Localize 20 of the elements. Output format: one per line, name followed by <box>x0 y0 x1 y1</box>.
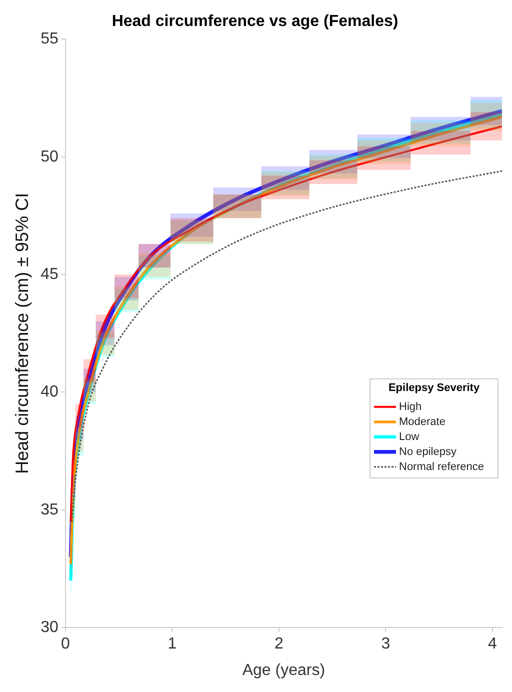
legend-label: Low <box>399 430 420 443</box>
chart-title: Head circumference vs age (Females) <box>112 13 398 30</box>
legend-label: Moderate <box>399 416 446 428</box>
x-axis-title: Age (years) <box>242 662 326 679</box>
legend-title: Epilepsy Severity <box>388 382 480 394</box>
y-tick-label: 40 <box>40 384 58 401</box>
legend-label: Normal reference <box>399 460 484 473</box>
y-tick-label: 50 <box>40 148 58 166</box>
y-tick-label: 45 <box>40 266 58 283</box>
x-tick-label: 4 <box>488 636 497 653</box>
y-tick-label: 35 <box>40 501 58 518</box>
y-tick-label: 55 <box>40 30 58 48</box>
legend-label: High <box>399 400 422 413</box>
x-tick-label: 1 <box>168 636 177 653</box>
x-tick-label: 3 <box>381 636 390 653</box>
x-tick-label: 2 <box>274 636 284 653</box>
legend-label: No epilepsy <box>399 446 457 458</box>
y-axis-title: Head circumference (cm) ± 95% CI <box>12 192 32 474</box>
x-tick-label: 0 <box>60 636 70 653</box>
y-tick-label: 30 <box>40 619 58 636</box>
